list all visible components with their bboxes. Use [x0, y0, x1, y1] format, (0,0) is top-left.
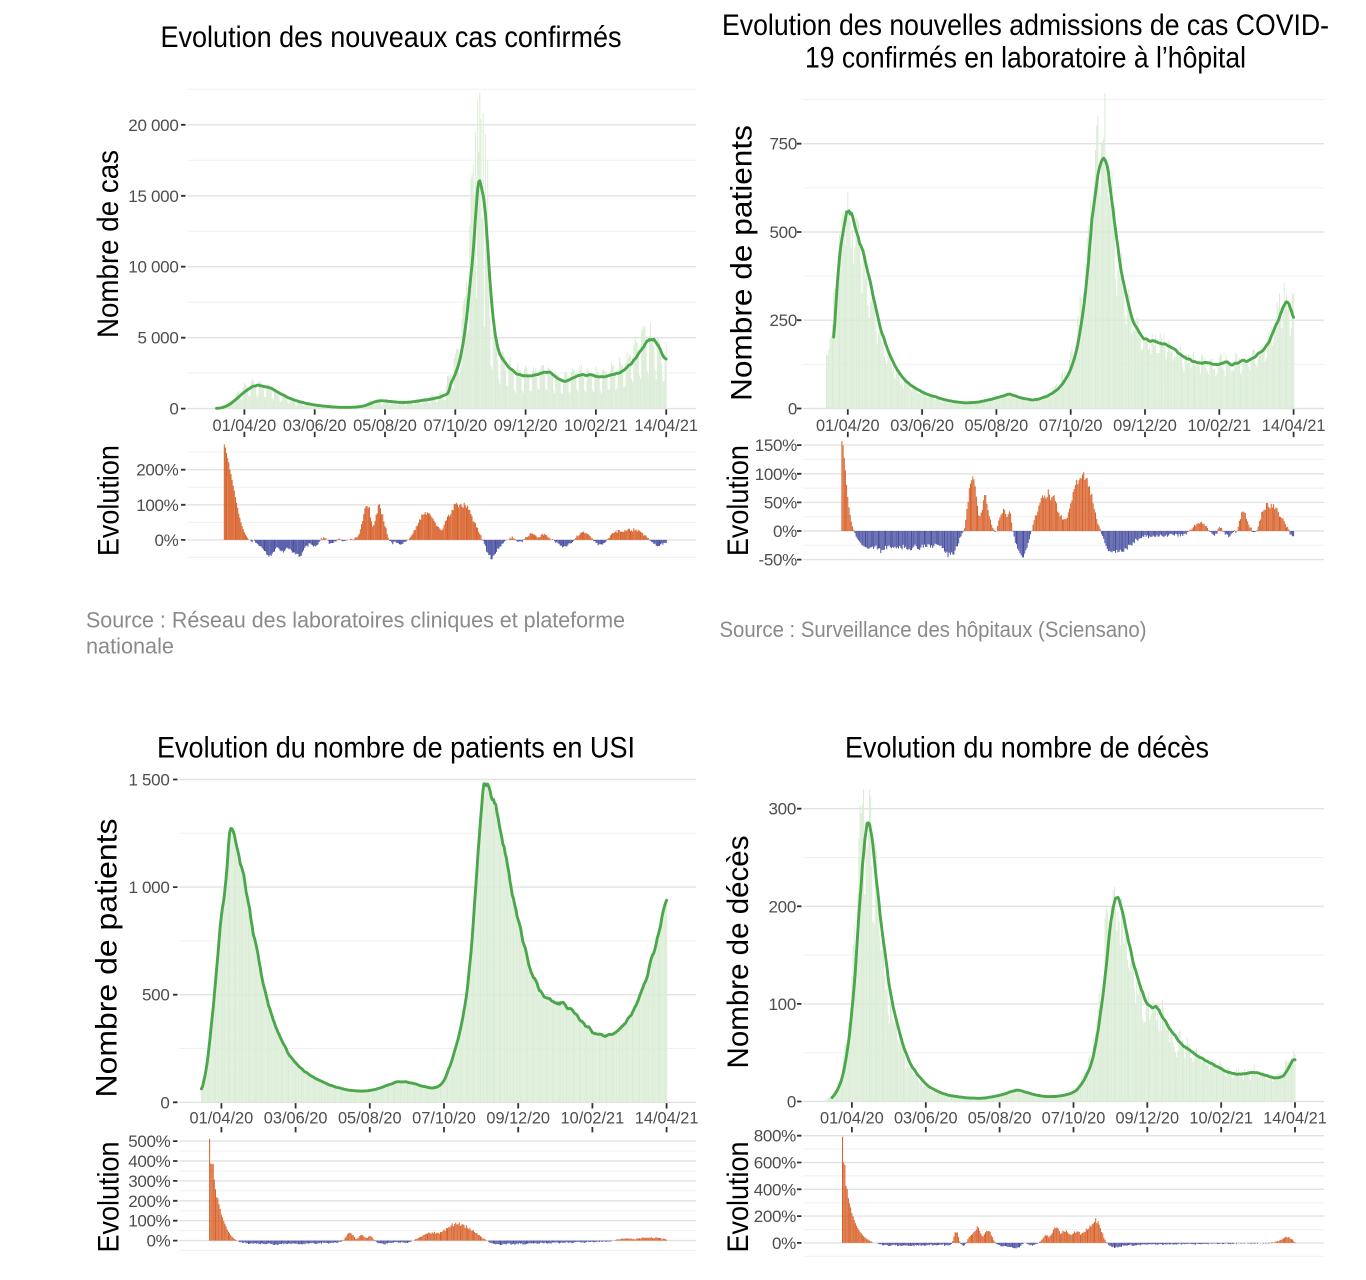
- svg-text:600%: 600%: [754, 1154, 796, 1173]
- svg-text:01/04/20: 01/04/20: [213, 416, 277, 435]
- svg-text:500: 500: [142, 986, 169, 1005]
- svg-text:09/12/20: 09/12/20: [494, 416, 558, 435]
- svg-text:03/06/20: 03/06/20: [283, 416, 347, 435]
- svg-text:Nombre de décès: Nombre de décès: [722, 836, 755, 1069]
- svg-text:500%: 500%: [128, 1132, 170, 1151]
- svg-text:100%: 100%: [136, 496, 178, 515]
- svg-text:03/06/20: 03/06/20: [890, 416, 954, 435]
- svg-text:100%: 100%: [128, 1212, 170, 1231]
- svg-text:Source : Réseau des laboratoir: Source : Réseau des laboratoires cliniqu…: [86, 607, 625, 632]
- svg-text:Evolution: Evolution: [93, 1142, 126, 1253]
- svg-text:14/04/21: 14/04/21: [634, 416, 698, 435]
- svg-text:Evolution du nombre de patient: Evolution du nombre de patients en USI: [157, 732, 635, 765]
- svg-text:Evolution des nouvelles admiss: Evolution des nouvelles admissions de ca…: [722, 9, 1329, 42]
- svg-text:Nombre de patients: Nombre de patients: [91, 819, 124, 1098]
- svg-text:0%: 0%: [155, 531, 179, 550]
- svg-text:50%: 50%: [764, 493, 797, 512]
- svg-text:14/04/21: 14/04/21: [1262, 416, 1326, 435]
- svg-text:09/12/20: 09/12/20: [486, 1109, 550, 1128]
- svg-text:09/12/20: 09/12/20: [1113, 416, 1177, 435]
- svg-text:14/04/21: 14/04/21: [1263, 1109, 1327, 1128]
- svg-text:0: 0: [160, 1093, 169, 1112]
- svg-text:10/02/21: 10/02/21: [1189, 1109, 1253, 1128]
- svg-text:0: 0: [787, 1093, 796, 1112]
- svg-text:200%: 200%: [136, 461, 178, 480]
- svg-text:19 confirmés en laboratoire à: 19 confirmés en laboratoire à l’hôpital: [805, 41, 1246, 74]
- svg-text:0%: 0%: [147, 1232, 171, 1251]
- svg-text:100: 100: [769, 995, 796, 1014]
- svg-text:03/06/20: 03/06/20: [264, 1109, 328, 1128]
- svg-text:Evolution des nouveaux cas con: Evolution des nouveaux cas confirmés: [161, 21, 622, 54]
- svg-text:100%: 100%: [755, 465, 797, 484]
- svg-text:05/08/20: 05/08/20: [353, 416, 417, 435]
- svg-text:-50%: -50%: [759, 551, 798, 570]
- svg-text:400%: 400%: [754, 1180, 796, 1199]
- svg-text:0: 0: [788, 400, 797, 419]
- svg-text:10/02/21: 10/02/21: [564, 416, 628, 435]
- svg-text:0%: 0%: [773, 522, 797, 541]
- svg-text:750: 750: [770, 135, 797, 154]
- svg-text:0%: 0%: [772, 1234, 796, 1253]
- svg-text:09/12/20: 09/12/20: [1115, 1109, 1179, 1128]
- svg-text:10/02/21: 10/02/21: [1187, 416, 1251, 435]
- svg-text:nationale: nationale: [86, 634, 174, 659]
- svg-text:03/06/20: 03/06/20: [894, 1109, 958, 1128]
- svg-text:0: 0: [169, 400, 178, 419]
- svg-text:01/04/20: 01/04/20: [190, 1109, 254, 1128]
- svg-text:1 500: 1 500: [128, 771, 169, 790]
- svg-text:200%: 200%: [128, 1192, 170, 1211]
- svg-text:500: 500: [770, 223, 797, 242]
- svg-text:07/10/20: 07/10/20: [412, 1109, 476, 1128]
- svg-text:150%: 150%: [755, 436, 797, 455]
- svg-text:Evolution: Evolution: [722, 445, 755, 556]
- svg-text:1 000: 1 000: [128, 878, 169, 897]
- svg-text:Evolution: Evolution: [722, 1142, 755, 1253]
- svg-text:07/10/20: 07/10/20: [1039, 416, 1103, 435]
- svg-text:01/04/20: 01/04/20: [820, 1109, 884, 1128]
- svg-text:300%: 300%: [128, 1172, 170, 1191]
- svg-text:05/08/20: 05/08/20: [338, 1109, 402, 1128]
- svg-text:200: 200: [769, 897, 796, 916]
- svg-text:200%: 200%: [754, 1207, 796, 1226]
- svg-text:05/08/20: 05/08/20: [968, 1109, 1032, 1128]
- svg-text:5 000: 5 000: [137, 329, 178, 348]
- svg-text:Source : Surveillance des hôpi: Source : Surveillance des hôpitaux (Scie…: [720, 617, 1147, 642]
- svg-text:07/10/20: 07/10/20: [1042, 1109, 1106, 1128]
- svg-text:Evolution du nombre de décès: Evolution du nombre de décès: [845, 732, 1209, 765]
- svg-text:20 000: 20 000: [128, 116, 178, 135]
- svg-text:Nombre de cas: Nombre de cas: [92, 150, 125, 338]
- svg-text:Nombre de patients: Nombre de patients: [725, 125, 758, 401]
- svg-text:01/04/20: 01/04/20: [816, 416, 880, 435]
- svg-text:10 000: 10 000: [128, 258, 178, 277]
- svg-text:07/10/20: 07/10/20: [423, 416, 487, 435]
- svg-text:250: 250: [770, 311, 797, 330]
- svg-text:300: 300: [769, 800, 796, 819]
- svg-text:Evolution: Evolution: [93, 445, 126, 556]
- svg-text:800%: 800%: [754, 1127, 796, 1146]
- svg-text:05/08/20: 05/08/20: [965, 416, 1029, 435]
- svg-text:400%: 400%: [128, 1152, 170, 1171]
- svg-text:15 000: 15 000: [128, 187, 178, 206]
- svg-text:14/04/21: 14/04/21: [635, 1109, 699, 1128]
- svg-text:10/02/21: 10/02/21: [561, 1109, 625, 1128]
